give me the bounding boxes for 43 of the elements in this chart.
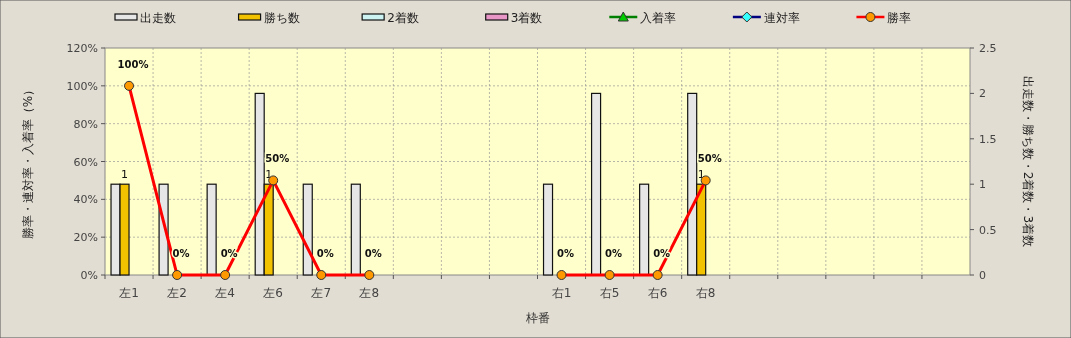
data-label: 50% xyxy=(265,153,290,165)
x-tick-label: 左1 xyxy=(119,286,139,300)
y2-tick-label: 0.5 xyxy=(979,223,997,237)
y-tick-label: 0% xyxy=(80,269,98,282)
x-tick-label: 左4 xyxy=(215,286,235,300)
y-axis-title: 勝率・連対率・入着率（%） xyxy=(21,83,35,240)
data-label: 1 xyxy=(265,168,273,182)
legend-label: 勝ち数 xyxy=(263,11,300,25)
y2-tick-label: 1.5 xyxy=(979,132,997,146)
data-label: 1 xyxy=(121,168,129,182)
y2-tick-label: 0 xyxy=(979,269,986,282)
x-tick-label: 右1 xyxy=(551,286,572,300)
x-tick-label: 左6 xyxy=(263,286,284,300)
y2-tick-label: 2 xyxy=(979,87,986,101)
legend-label: 勝率 xyxy=(887,11,912,25)
legend-label: 出走数 xyxy=(140,11,176,25)
legend-label: 入着率 xyxy=(640,11,677,25)
y-tick-label: 40% xyxy=(73,193,98,207)
data-label: 0% xyxy=(316,248,334,259)
data-label: 0% xyxy=(172,248,190,259)
y-tick-label: 100% xyxy=(66,79,98,93)
x-tick-label: 左7 xyxy=(311,286,332,300)
y-tick-label: 80% xyxy=(73,117,98,131)
x-tick-label: 左8 xyxy=(359,286,380,300)
x-tick-label: 左2 xyxy=(167,286,187,300)
legend-label: 3着数 xyxy=(510,11,543,25)
y-tick-label: 120% xyxy=(66,42,98,55)
data-label: 0% xyxy=(557,248,575,259)
y2-tick-label: 2.5 xyxy=(979,42,997,55)
data-label: 0% xyxy=(364,248,382,259)
data-label: 100% xyxy=(117,58,149,70)
y2-axis-title: 出走数・勝ち数・2着数・3着数 xyxy=(1021,75,1035,248)
y-tick-label: 60% xyxy=(73,155,98,169)
x-tick-label: 右5 xyxy=(599,286,620,300)
x-tick-label: 右8 xyxy=(695,286,716,300)
data-label: 0% xyxy=(605,248,623,259)
x-tick-label: 右6 xyxy=(647,286,668,300)
y2-tick-label: 1 xyxy=(979,178,986,192)
y-tick-label: 20% xyxy=(73,231,98,245)
x-axis-title: 枠番 xyxy=(524,311,550,325)
data-label: 50% xyxy=(697,153,722,165)
legend-label: 連対率 xyxy=(763,11,800,25)
legend-label: 2着数 xyxy=(387,11,419,25)
